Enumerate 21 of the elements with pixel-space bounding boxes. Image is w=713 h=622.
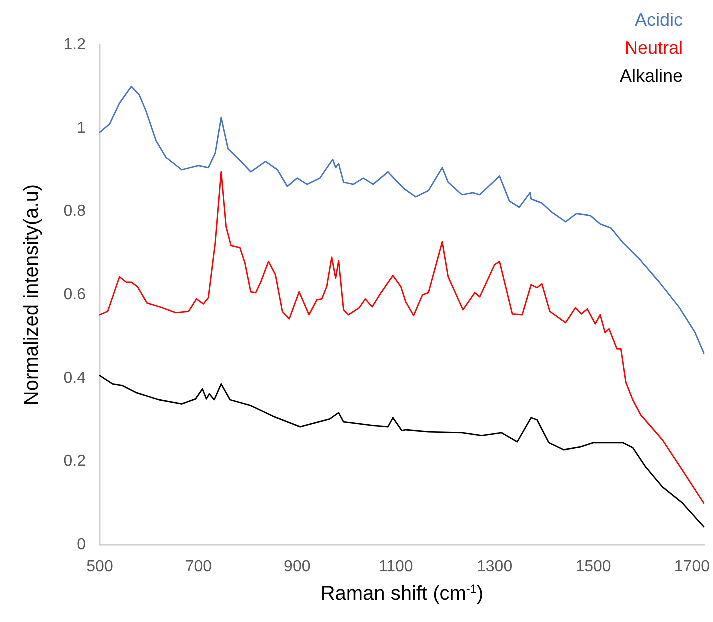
x-tick-label: 900 xyxy=(284,558,311,576)
y-tick-label: 0.2 xyxy=(64,453,86,470)
y-tick-label: 0 xyxy=(77,536,86,554)
x-tick-label: 1500 xyxy=(576,558,612,576)
text: Alkaline xyxy=(620,66,683,86)
y-tick-label: 1 xyxy=(77,120,86,137)
y-tick-label: 0.6 xyxy=(64,286,86,304)
y-axis-title: Normalized intensity(a.u) xyxy=(21,184,43,406)
x-tick-label: 1100 xyxy=(378,558,414,576)
y-tick-label: 0.4 xyxy=(64,370,86,387)
x-tick-label: 1700 xyxy=(674,558,710,576)
x-tick-label: 1300 xyxy=(477,558,513,576)
line-series xyxy=(99,86,705,354)
text: Acidic xyxy=(634,10,683,30)
text: Neutral xyxy=(624,38,683,58)
line-series xyxy=(99,375,705,528)
y-tick-label: 0.8 xyxy=(64,203,86,220)
y-tick-label: 1.2 xyxy=(64,36,86,54)
x-tick-label: 700 xyxy=(185,558,212,576)
line-series xyxy=(99,171,705,504)
x-tick-label: 500 xyxy=(86,558,114,576)
